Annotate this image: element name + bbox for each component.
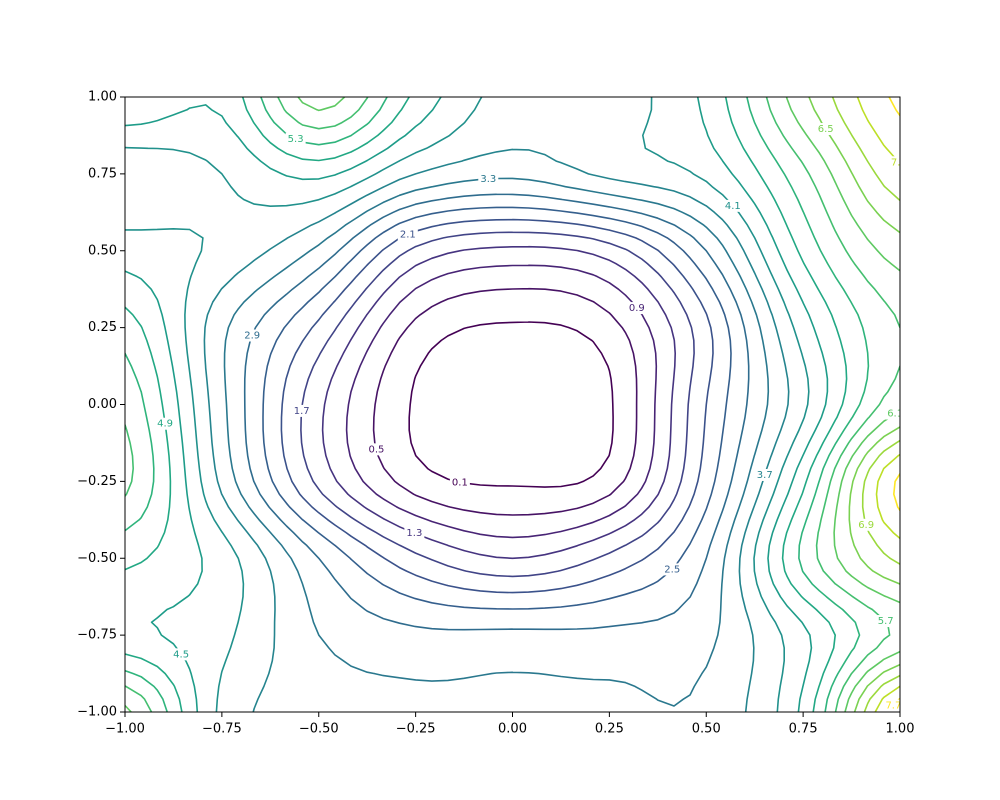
contour-label: 7.7	[885, 701, 901, 712]
y-tick-label: 0.75	[88, 166, 117, 181]
y-tick-label: 0.00	[88, 397, 117, 412]
contour-label: 6.1	[887, 409, 903, 420]
contour-label-bg	[662, 563, 683, 576]
contour-label-bg	[815, 123, 836, 136]
contour-layer: 0.1 0.5 0.9 1.3 1.7 2.1 2.5 2.9 3.3 3.7 4.1 4.5 4.9 5…	[125, 97, 907, 712]
contour-label-bg	[242, 329, 263, 342]
x-tick-label: 0.25	[595, 722, 624, 737]
contour-line	[125, 97, 810, 712]
contour-line	[372, 287, 638, 516]
contour-label: 6.9	[858, 520, 874, 531]
contour-label: 3.3	[480, 174, 496, 185]
x-tick-label: 1.00	[886, 722, 915, 737]
contour-label: 2.1	[400, 230, 416, 241]
contour-label: 4.5	[173, 649, 189, 660]
y-tick-label: 0.50	[88, 243, 117, 258]
contour-label-bg	[885, 407, 900, 420]
contour-label-bg	[875, 615, 896, 628]
contour-label: 4.1	[725, 201, 741, 212]
contour-line	[125, 97, 848, 712]
y-tick-label: −0.25	[77, 474, 117, 489]
contour-line	[408, 321, 614, 488]
contour-label: 7.3	[891, 157, 907, 168]
contour-label-bg	[404, 527, 425, 540]
contour-line	[223, 177, 770, 707]
contour-label: 2.5	[664, 564, 680, 575]
contour-line	[808, 97, 900, 712]
x-tick-label: 0.50	[692, 722, 721, 737]
contour-line	[125, 97, 870, 712]
y-tick-label: −0.50	[77, 551, 117, 566]
contour-label: 1.3	[406, 528, 422, 539]
contour-label-bg	[754, 468, 775, 481]
contour-line	[243, 193, 750, 631]
contour-label-bg	[155, 417, 176, 430]
y-tick-label: −1.00	[77, 705, 117, 720]
contour-line	[345, 264, 658, 539]
contour-label: 4.9	[157, 419, 173, 430]
x-tick-label: −1.00	[105, 722, 145, 737]
contour-line	[125, 97, 900, 712]
contour-label-bg	[722, 199, 743, 212]
y-tick-label: −0.75	[77, 628, 117, 643]
contour-label: 0.1	[452, 477, 468, 488]
x-tick-label: 0.75	[789, 722, 818, 737]
contour-label: 5.7	[878, 616, 894, 627]
x-tick-label: 0.00	[498, 722, 527, 737]
axes-frame	[124, 96, 901, 713]
contour-label: 2.9	[244, 331, 260, 342]
contour-line	[203, 148, 790, 712]
y-tick-label: 0.25	[88, 320, 117, 335]
x-tick-label: −0.25	[396, 722, 436, 737]
contour-label-bg	[626, 302, 647, 315]
contour-label: 3.7	[757, 470, 773, 481]
contour-label-bg	[856, 518, 877, 531]
contour-line	[300, 231, 695, 578]
contour-line	[831, 97, 900, 712]
contour-label-bg	[291, 404, 312, 417]
contour-label: 1.7	[294, 406, 310, 417]
contour-line	[280, 218, 714, 594]
x-tick-label: −0.75	[202, 722, 242, 737]
contour-line	[125, 97, 829, 712]
contour-label-bg	[366, 443, 387, 456]
y-tick-label: 1.00	[88, 90, 117, 105]
contour-line	[262, 206, 732, 610]
contour-label-bg	[883, 699, 900, 712]
contour-label: 0.9	[629, 303, 645, 314]
contour-label: 6.5	[818, 124, 834, 135]
contour-label-bg	[171, 648, 192, 661]
contour-label-bg	[285, 132, 306, 145]
x-tick-label: −0.50	[299, 722, 339, 737]
contour-label-bg	[478, 172, 499, 185]
contour-label-bg	[888, 156, 900, 169]
contour-label: 0.5	[369, 444, 385, 455]
contour-line	[125, 97, 900, 712]
contour-label-bg	[449, 476, 470, 489]
contour-label-bg	[397, 228, 418, 241]
contour-label: 5.3	[288, 134, 304, 145]
